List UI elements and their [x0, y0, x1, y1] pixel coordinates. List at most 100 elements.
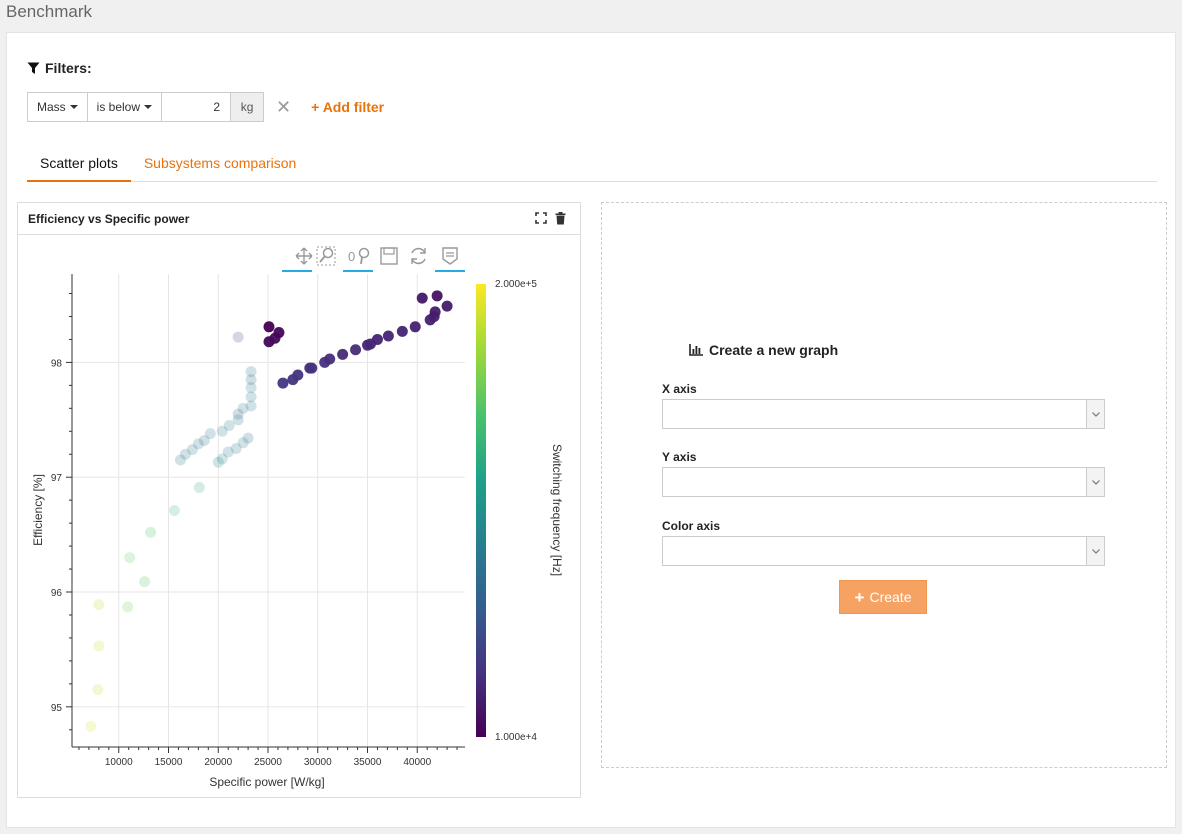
pan-tool-icon[interactable]: [282, 247, 313, 272]
x-tick-label: 35000: [354, 757, 382, 768]
y-tick-label: 96: [51, 588, 63, 599]
data-point: [192, 438, 204, 450]
data-point: [216, 453, 228, 465]
data-point: [324, 353, 336, 365]
filters-label: Filters:: [45, 60, 92, 76]
filters-header: Filters:: [27, 60, 92, 76]
new-graph-panel: Create a new graph X axis Y axis Color a…: [601, 202, 1167, 768]
scatter-plot-panel: Efficiency vs Specific power: [17, 202, 581, 798]
svg-text:0: 0: [348, 249, 355, 264]
data-point: [93, 599, 105, 611]
x-axis-select[interactable]: [662, 399, 1105, 429]
data-point: [216, 425, 228, 437]
filter-operator-label: is below: [96, 100, 141, 114]
data-point: [198, 434, 210, 446]
plus-icon: +: [854, 587, 865, 607]
add-filter-label: Add filter: [322, 99, 385, 115]
data-point: [263, 321, 275, 333]
tab-scatter-plots[interactable]: Scatter plots: [27, 147, 131, 182]
data-point: [222, 446, 234, 458]
data-point: [237, 437, 249, 449]
plot-toolbar: 0: [282, 246, 465, 273]
data-point: [168, 505, 180, 516]
save-tool-icon[interactable]: [380, 247, 398, 265]
data-point: [232, 331, 244, 343]
colorbar-min-label: 1.000e+4: [495, 732, 537, 743]
new-graph-title: Create a new graph: [709, 342, 839, 358]
x-tick-label: 20000: [204, 757, 232, 768]
data-point: [382, 330, 394, 342]
data-point: [242, 432, 254, 444]
trash-icon[interactable]: [555, 212, 566, 225]
data-point: [245, 382, 257, 394]
colorbar-gradient: [476, 284, 486, 737]
x-tick-label: 40000: [403, 757, 431, 768]
data-point: [122, 601, 134, 613]
data-point: [237, 402, 249, 414]
data-point: [232, 414, 244, 426]
data-point: [409, 321, 421, 333]
data-point: [245, 366, 257, 378]
data-point: [223, 420, 235, 432]
chart-grid: [72, 274, 465, 747]
data-point: [193, 482, 205, 494]
x-tick-label: 15000: [155, 757, 183, 768]
panel-actions: [535, 212, 566, 225]
y-tick-label: 98: [51, 358, 63, 369]
filter-operator-dropdown[interactable]: is below: [86, 92, 163, 122]
create-button-label: Create: [869, 589, 912, 605]
x-tick-label: 25000: [254, 757, 282, 768]
filter-icon: [27, 62, 40, 74]
reset-tool-icon[interactable]: [411, 247, 426, 265]
filter-field-dropdown[interactable]: Mass: [27, 92, 88, 122]
bar-chart-icon: [689, 344, 703, 356]
data-point: [212, 456, 224, 468]
data-point: [230, 443, 242, 455]
wheel-zoom-tool-icon[interactable]: 0: [343, 247, 373, 273]
data-point: [139, 576, 151, 588]
plus-icon: +: [311, 99, 320, 115]
color-axis-select[interactable]: [662, 536, 1105, 566]
x-tick-label: 30000: [304, 757, 332, 768]
caret-down-icon: [144, 105, 153, 109]
scatter-chart: 0: [31, 246, 564, 789]
data-point: [350, 344, 362, 356]
y-axis-label: Efficiency [%]: [31, 474, 45, 546]
data-point: [416, 292, 428, 304]
colorbar: 2.000e+5 1.000e+4 Switching frequency [H…: [476, 279, 564, 743]
x-tick-label: 10000: [105, 757, 133, 768]
data-point: [93, 640, 105, 652]
plot-panel-title: Efficiency vs Specific power: [28, 211, 190, 226]
data-point: [371, 333, 383, 345]
data-point: [92, 684, 104, 696]
data-point: [306, 362, 318, 374]
remove-filter-icon[interactable]: ✕: [276, 97, 292, 117]
data-point: [273, 327, 285, 339]
y-tick-label: 97: [51, 473, 63, 484]
data-point: [204, 428, 216, 440]
data-point: [124, 552, 136, 564]
data-point: [145, 526, 157, 538]
data-point: [186, 444, 198, 456]
data-point: [429, 306, 441, 318]
tab-subsystems-comparison[interactable]: Subsystems comparison: [143, 155, 297, 171]
box-zoom-tool-icon[interactable]: [316, 246, 336, 266]
data-point: [232, 408, 244, 420]
x-axis-field-label: X axis: [662, 382, 697, 396]
create-graph-button[interactable]: + Create: [839, 580, 927, 614]
data-point: [431, 290, 443, 302]
filter-value-input[interactable]: 2: [161, 92, 232, 122]
add-filter-button[interactable]: + Add filter: [311, 99, 384, 115]
y-axis-select[interactable]: [662, 467, 1105, 497]
data-point: [245, 400, 257, 412]
hover-tool-icon[interactable]: [435, 247, 465, 272]
fullscreen-icon[interactable]: [535, 212, 547, 224]
chevron-down-icon: [1086, 468, 1104, 496]
page-title: Benchmark: [6, 2, 92, 21]
chevron-down-icon: [1086, 400, 1104, 428]
data-point: [292, 369, 304, 381]
data-point: [245, 374, 257, 386]
data-point: [441, 300, 453, 312]
y-tick-label: 95: [51, 703, 63, 714]
data-point: [85, 720, 97, 732]
